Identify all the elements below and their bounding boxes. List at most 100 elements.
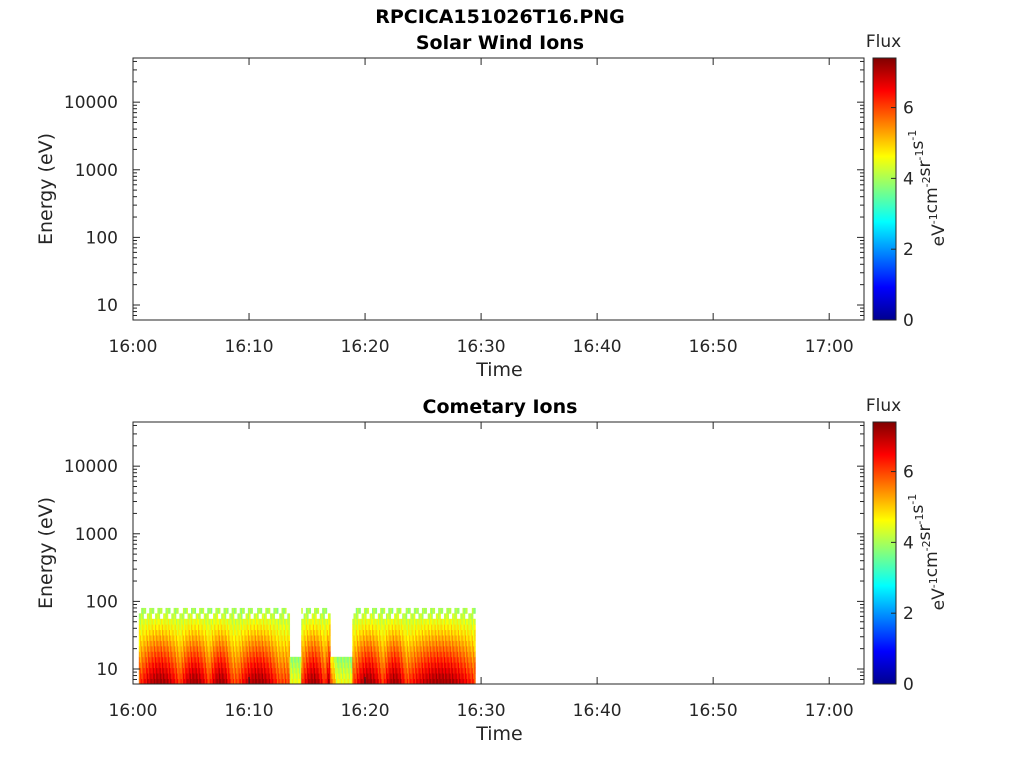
spectrogram-cell [401,618,403,625]
spectrogram-cell [338,667,340,674]
spectrogram-cell [428,624,431,631]
spectrogram-cell [139,624,142,631]
spectrogram-cell [181,667,184,674]
spectrogram-cell [224,678,227,685]
spectrogram-cell [215,635,217,641]
spectrogram-cell [155,656,157,663]
spectrogram-cell [259,607,262,614]
spectrogram-cell [409,673,411,679]
spectrogram-cell [274,645,277,652]
spectrogram-cell [262,613,265,620]
spectrogram-cell [218,651,221,658]
spectrogram-cell [448,662,451,669]
spectrogram-cell [236,678,238,685]
x-tick-label: 16:20 [341,337,390,357]
y-axis-label: Energy (eV) [35,497,57,609]
spectrogram-cell [143,678,145,685]
spectrogram-cell [175,667,178,674]
spectrogram-cell [401,651,403,658]
spectrogram-cell [389,645,391,652]
spectrogram-cell [210,662,213,669]
spectrogram-cell [262,635,265,641]
spectrogram-cell [221,645,223,652]
spectrogram-cell [153,618,156,625]
spectrogram-cell [181,656,184,663]
spectrogram-cell [431,613,433,620]
spectrogram-cell [457,635,460,641]
spectrogram-cell [414,629,417,636]
spectrogram-cell [145,667,148,674]
spectrogram-cell [280,618,282,625]
spectrogram-cell [279,667,281,674]
spectrogram-cell [193,624,195,631]
spectrogram-cell [435,624,438,631]
spectrogram-cell [143,640,145,647]
spectrogram-cell [410,656,412,663]
spectrogram-cell [181,618,184,625]
spectrogram-cell [424,618,426,625]
spectrogram-cell [223,618,226,625]
spectrogram-cell [471,607,474,614]
spectrogram-cell [368,673,371,679]
spectrogram-cell [160,667,163,674]
spectrogram-cell [453,645,455,652]
spectrogram-cell [452,613,454,620]
spectrogram-cell [301,640,303,647]
y-tick-label: 10 [96,296,118,316]
spectrogram-cell [224,645,227,652]
spectrogram-cell [368,656,371,663]
x-tick-label: 16:00 [109,701,158,721]
spectrogram-cell [165,645,168,652]
spectrogram-cell [324,662,327,669]
spectrogram-cell [286,673,288,679]
spectrogram-cell [249,613,251,620]
spectrogram-cell [470,667,473,674]
spectrogram-cell [273,618,275,625]
spectrogram-cell [221,678,223,685]
spectrogram-cell [245,635,248,641]
spectrogram-cell [216,651,219,658]
spectrogram-cell [331,678,333,685]
spectrogram-cell [360,651,362,658]
spectrogram-cell [148,629,150,636]
spectrogram-cell [461,640,463,647]
spectrogram-cell [250,635,252,641]
spectrogram-cell [273,624,275,631]
spectrogram-cell [201,629,204,636]
spectrogram-cell [203,651,206,658]
spectrogram-cell [388,656,390,663]
spectrogram-cell [287,640,289,647]
spectrogram-cell [197,656,200,663]
spectrogram-cell [192,667,194,674]
spectrogram-cell [390,651,393,658]
spectrogram-cell [237,635,239,641]
spectrogram-cell [324,635,327,641]
spectrogram-cell [155,635,157,641]
spectrogram-cell [142,656,144,663]
spectrogram-cell [204,613,207,620]
spectrogram-cell [163,678,165,685]
spectrogram-cell [271,645,273,652]
spectrogram-cell [170,640,172,647]
spectrogram-cell [225,618,228,625]
spectrogram-cell [411,640,414,647]
colorbar [873,422,896,684]
spectrogram-cell [215,613,217,620]
spectrogram-cell [265,651,267,658]
spectrogram-cell [370,635,373,641]
spectrogram-cell [139,656,142,663]
spectrogram-cell [398,618,401,625]
spectrogram-cell [252,624,255,631]
spectrogram-cell [189,618,192,625]
spectrogram-cell [225,678,228,685]
spectrogram-cell [194,651,197,658]
spectrogram-cell [177,651,179,658]
spectrogram-cell [216,656,219,663]
spectrogram-cell [430,618,432,625]
spectrogram-cell [259,645,262,652]
spectrogram-cell [384,673,387,679]
spectrogram-cell [226,645,229,652]
spectrogram-cell [232,624,235,631]
spectrogram-cell [459,624,461,631]
colorbar-tick-label: 0 [903,311,914,331]
